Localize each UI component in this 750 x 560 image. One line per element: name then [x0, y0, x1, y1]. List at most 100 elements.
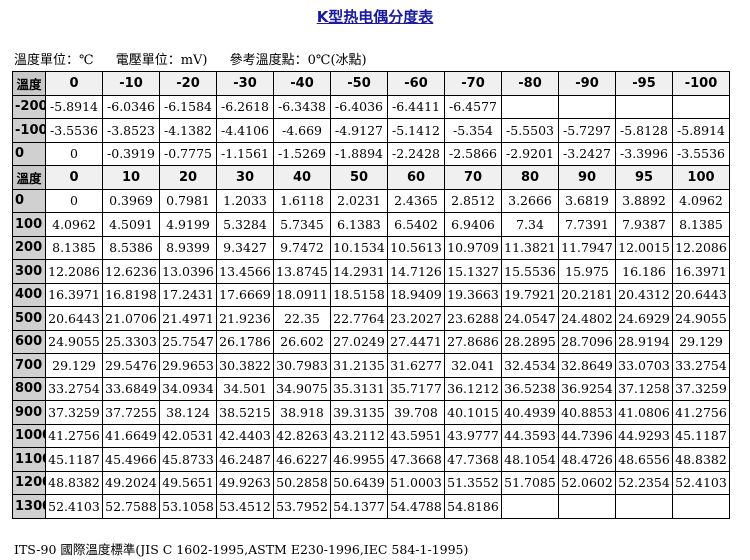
emf-value-cell: 51.0003: [387, 470, 445, 495]
emf-value-cell: 6.1383: [330, 212, 388, 237]
row-temperature: 600: [12, 329, 46, 354]
emf-value-cell: -5.5503: [501, 118, 559, 143]
emf-value-cell: 46.6227: [273, 447, 331, 472]
thermocouple-table-container: 溫度 0 -10 -20 -30 -40 -50 -60 -70 -80 -90 -95 -100 -20…: [12, 71, 730, 519]
column-header: -100: [672, 71, 730, 96]
emf-value-cell: 45.8733: [159, 447, 217, 472]
emf-value-cell: 24.9055: [45, 329, 103, 354]
emf-value-cell: [558, 494, 616, 519]
emf-value-cell: -5.8914: [45, 94, 103, 119]
emf-value-cell: 31.2135: [330, 353, 388, 378]
row-temperature: 1200: [12, 470, 46, 495]
column-header: 0: [45, 165, 103, 190]
standard-note: ITS-90 國際溫度標準(JIS C 1602-1995,ASTM E230-…: [14, 542, 469, 557]
emf-value-cell: -6.4411: [387, 94, 445, 119]
emf-value-cell: 47.3668: [387, 447, 445, 472]
emf-value-cell: -6.4036: [330, 94, 388, 119]
emf-value-cell: 48.6556: [615, 447, 673, 472]
emf-value-cell: 10.5613: [387, 235, 445, 260]
emf-value-cell: 7.7391: [558, 212, 616, 237]
emf-value-cell: 16.8198: [102, 282, 160, 307]
emf-value-cell: -4.9127: [330, 118, 388, 143]
emf-value-cell: 28.2895: [501, 329, 559, 354]
emf-unit-label: 電壓單位：mV): [115, 53, 208, 68]
emf-value-cell: 29.129: [672, 329, 730, 354]
emf-value-cell: 20.4312: [615, 282, 673, 307]
emf-value-cell: -1.8894: [330, 141, 388, 166]
emf-value-cell: 10.9709: [444, 235, 502, 260]
column-header: 20: [159, 165, 217, 190]
emf-value-cell: -6.2618: [216, 94, 274, 119]
column-header: -30: [216, 71, 274, 96]
emf-value-cell: 52.7588: [102, 494, 160, 519]
emf-value-cell: 36.5238: [501, 376, 559, 401]
emf-value-cell: 0: [45, 141, 103, 166]
emf-value-cell: 46.9955: [330, 447, 388, 472]
page-title[interactable]: K型热电偶分度表: [316, 8, 434, 26]
emf-value-cell: 20.6443: [45, 306, 103, 331]
emf-value-cell: 37.3259: [45, 400, 103, 425]
emf-value-cell: [615, 94, 673, 119]
row-temperature: 800: [12, 376, 46, 401]
emf-value-cell: 15.1327: [444, 259, 502, 284]
emf-value-cell: 38.124: [159, 400, 217, 425]
emf-value-cell: 23.6288: [444, 306, 502, 331]
emf-value-cell: 24.0547: [501, 306, 559, 331]
emf-value-cell: 51.7085: [501, 470, 559, 495]
row-temperature: 200: [12, 235, 46, 260]
emf-value-cell: 48.4726: [558, 447, 616, 472]
emf-value-cell: -3.3996: [615, 141, 673, 166]
emf-value-cell: 29.9653: [159, 353, 217, 378]
emf-value-cell: 9.7472: [273, 235, 331, 260]
emf-value-cell: -3.8523: [102, 118, 160, 143]
row-temperature: 700: [12, 353, 46, 378]
emf-value-cell: 4.0962: [672, 188, 730, 213]
emf-value-cell: 53.1058: [159, 494, 217, 519]
column-header: -20: [159, 71, 217, 96]
emf-value-cell: 35.7177: [387, 376, 445, 401]
column-header: 0: [45, 71, 103, 96]
emf-value-cell: -6.0346: [102, 94, 160, 119]
emf-value-cell: 33.2754: [672, 353, 730, 378]
emf-value-cell: 40.8853: [558, 400, 616, 425]
negative-header-row: 溫度 0 -10 -20 -30 -40 -50 -60 -70 -80 -90 -95 -100: [12, 71, 730, 96]
emf-value-cell: 20.2181: [558, 282, 616, 307]
emf-value-cell: 37.7255: [102, 400, 160, 425]
units-line: 溫度單位：℃ 電壓單位：mV) 參考溫度點：0℃(冰點): [14, 49, 385, 68]
emf-value-cell: 15.5536: [501, 259, 559, 284]
row-temperature: 1100: [12, 447, 46, 472]
table-row: 200 8.1385 8.5386 8.9399 9.3427 9.7472 10.1534…: [12, 235, 730, 260]
emf-value-cell: 17.2431: [159, 282, 217, 307]
emf-value-cell: [672, 94, 730, 119]
emf-value-cell: 40.4939: [501, 400, 559, 425]
emf-value-cell: 48.8382: [672, 447, 730, 472]
emf-value-cell: 6.5402: [387, 212, 445, 237]
emf-value-cell: 24.9055: [672, 306, 730, 331]
column-header: 50: [330, 165, 388, 190]
positive-header-row: 溫度 0 10 20 30 40 50 60 70 80 90 95 100: [12, 165, 730, 190]
thermocouple-table: 溫度 0 -10 -20 -30 -40 -50 -60 -70 -80 -90 -95 -100 -20…: [12, 71, 730, 519]
row-temperature: 900: [12, 400, 46, 425]
emf-value-cell: 35.3131: [330, 376, 388, 401]
table-row: -100 -3.5536 -3.8523 -4.1382 -4.4106 -4.669 -4…: [12, 118, 730, 143]
emf-value-cell: -2.2428: [387, 141, 445, 166]
emf-value-cell: 44.3593: [501, 423, 559, 448]
emf-value-cell: [501, 494, 559, 519]
emf-value-cell: -5.8914: [672, 118, 730, 143]
emf-value-cell: 45.1187: [672, 423, 730, 448]
row-temperature: 0: [12, 141, 46, 166]
column-header: -60: [387, 71, 445, 96]
emf-value-cell: 33.0703: [615, 353, 673, 378]
table-row: 700 29.129 29.5476 29.9653 30.3822 30.7983 31.…: [12, 353, 730, 378]
row-temperature: 0: [12, 188, 46, 213]
emf-value-cell: 2.8512: [444, 188, 502, 213]
column-header: 90: [558, 165, 616, 190]
emf-value-cell: 14.7126: [387, 259, 445, 284]
emf-value-cell: -6.4577: [444, 94, 502, 119]
emf-value-cell: 29.5476: [102, 353, 160, 378]
emf-value-cell: 37.3259: [672, 376, 730, 401]
emf-value-cell: 24.6929: [615, 306, 673, 331]
column-header: 95: [615, 165, 673, 190]
emf-value-cell: 4.5091: [102, 212, 160, 237]
emf-value-cell: 24.4802: [558, 306, 616, 331]
